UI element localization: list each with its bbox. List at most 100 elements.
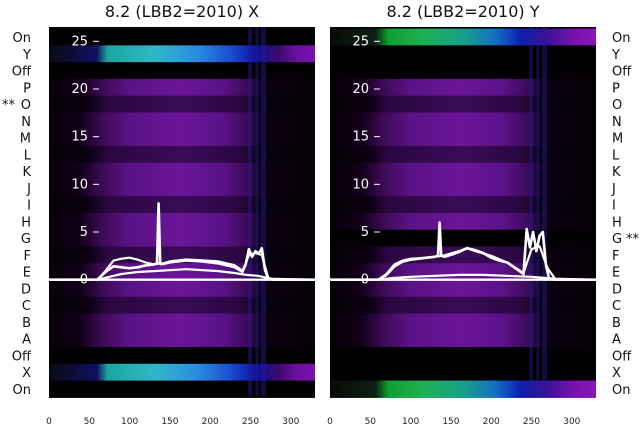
heatmap-row: [49, 380, 315, 398]
y-tick-label: 10: [71, 177, 88, 192]
heatmap-row: [49, 162, 315, 181]
row-marker: **: [2, 98, 16, 113]
heatmap-row: [330, 330, 596, 348]
heatmap-row: [330, 212, 596, 231]
row-label: On: [612, 383, 630, 398]
row-label: A: [22, 333, 31, 348]
x-tick-label: 300: [282, 417, 299, 427]
row-label: J: [611, 182, 616, 197]
spectral-band: [541, 27, 547, 396]
row-label: Off: [12, 65, 32, 80]
row-label: On: [612, 31, 630, 46]
row-label: F: [612, 249, 619, 264]
chart-title: 8.2 (LBB2=2010) Y: [386, 2, 539, 21]
row-label: On: [13, 31, 31, 46]
series-line: [330, 273, 597, 281]
row-label: E: [612, 266, 620, 281]
row-label: G: [21, 232, 31, 247]
heatmap-row: [49, 330, 315, 348]
row-label: N: [612, 115, 622, 130]
heatmap-row: [49, 45, 315, 63]
heatmap-row: [330, 347, 596, 365]
row-label: B: [612, 316, 621, 331]
x-tick-label: 300: [563, 417, 580, 427]
x-tick-label: 50: [365, 417, 377, 427]
heatmap-row: [330, 95, 596, 114]
x-tick-label: 150: [161, 417, 178, 427]
row-label: M: [612, 132, 623, 147]
heatmap-row: [49, 196, 315, 214]
chart-panel: 05010015020025030005101520258.2 (LBB2=20…: [327, 2, 639, 427]
row-marker: **: [626, 232, 640, 247]
x-tick-label: 0: [46, 417, 52, 427]
row-label: I: [612, 199, 616, 214]
heatmap-row: [49, 347, 315, 365]
x-tick-label: 50: [84, 417, 96, 427]
heatmap-row: [49, 212, 315, 231]
heatmap-row: [49, 78, 315, 97]
row-label: B: [22, 316, 31, 331]
row-label: J: [26, 182, 31, 197]
y-tick-label: 15: [352, 130, 369, 145]
series-line: [49, 251, 315, 281]
row-label: N: [21, 115, 31, 130]
row-label: Off: [12, 349, 32, 364]
series-line: [49, 268, 316, 281]
heatmap-row: [330, 196, 596, 214]
heatmap-row: [330, 229, 596, 248]
x-tick-label: 150: [442, 417, 459, 427]
row-label: F: [24, 249, 31, 264]
heatmap-row: [49, 313, 315, 331]
series-line: [330, 245, 596, 281]
spectral-band: [260, 27, 266, 396]
heatmap-row: [49, 280, 315, 298]
row-label: P: [612, 81, 620, 96]
row-label: G: [612, 232, 622, 247]
heatmap-row: [330, 78, 596, 97]
row-label: P: [23, 81, 31, 96]
x-tick-label: 200: [483, 417, 500, 427]
heatmap-row: [49, 28, 315, 46]
spectral-band: [536, 27, 540, 396]
x-tick-label: 250: [523, 417, 540, 427]
row-label: Y: [22, 48, 31, 63]
heatmap-row: [330, 179, 596, 197]
heatmap-row: [49, 112, 315, 130]
row-label: D: [21, 282, 31, 297]
x-tick-label: 250: [242, 417, 259, 427]
row-label: I: [27, 199, 31, 214]
x-tick-label: 100: [121, 417, 138, 427]
heatmap-row: [330, 129, 596, 147]
row-label: O: [21, 98, 31, 113]
y-tick-label: 5: [80, 225, 88, 240]
heatmap-row: [330, 363, 596, 382]
heatmap-row: [49, 179, 315, 197]
heatmap-row: [330, 162, 596, 181]
row-label: A: [612, 333, 621, 348]
row-label: K: [22, 165, 31, 180]
heatmap-row: [330, 28, 596, 46]
row-label: Y: [611, 48, 620, 63]
row-label: H: [21, 215, 31, 230]
row-label: C: [22, 299, 31, 314]
x-tick-label: 200: [202, 417, 219, 427]
heatmap-row: [49, 95, 315, 114]
row-label: L: [24, 148, 32, 163]
heatmap-row: [49, 229, 315, 248]
heatmap-row: [330, 280, 596, 298]
row-label: L: [612, 148, 620, 163]
heatmap-row: [330, 62, 596, 80]
heatmap-row: [330, 313, 596, 331]
row-label: Off: [612, 349, 632, 364]
chart-title: 8.2 (LBB2=2010) X: [105, 2, 259, 21]
heatmap-row: [330, 112, 596, 130]
row-label: M: [20, 132, 31, 147]
y-tick-label: 5: [361, 225, 369, 240]
heatmap-row: [330, 380, 596, 398]
y-tick-label: 10: [352, 177, 369, 192]
row-label: C: [612, 299, 621, 314]
row-label: Off: [612, 65, 632, 80]
x-tick-label: 0: [327, 417, 333, 427]
spectral-band: [255, 27, 259, 396]
